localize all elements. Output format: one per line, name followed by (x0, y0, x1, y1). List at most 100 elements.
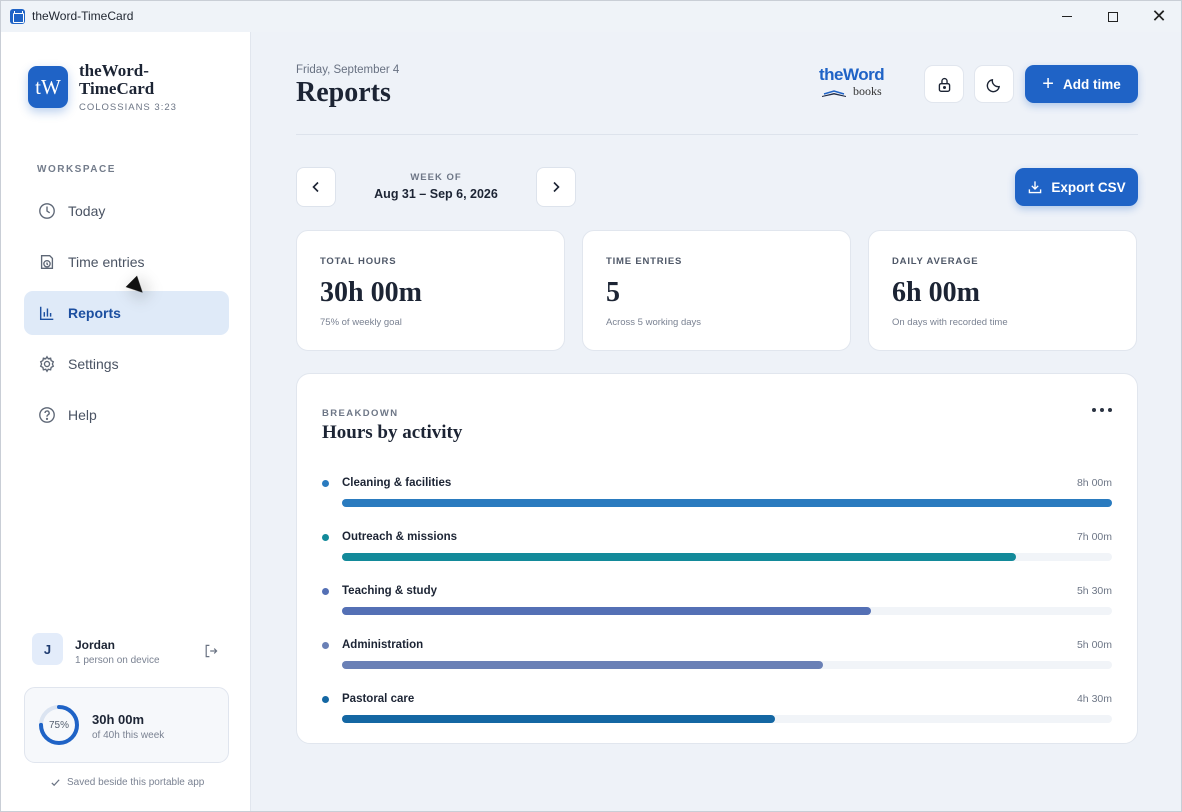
activity-name: Pastoral care (342, 693, 415, 705)
close-icon: ✕ (1151, 5, 1167, 27)
sidebar-item-label: Help (68, 407, 97, 423)
activity-bar-fill (342, 499, 1112, 507)
activity-name: Administration (342, 639, 424, 651)
sidebar: tW theWord-TimeCard COLOSSIANS 3:23 WORK… (1, 32, 251, 811)
activity-bar-track (342, 715, 1112, 723)
stat-sub: 75% of weekly goal (320, 317, 402, 328)
progress-hours: 30h 00m (92, 712, 145, 727)
activity-hours: 8h 00m (1076, 477, 1112, 489)
sidebar-item-label: Time entries (68, 254, 145, 270)
stat-value: 5 (606, 277, 620, 308)
activity-bar-fill (342, 553, 1016, 561)
activity-name: Cleaning & facilities (342, 477, 452, 489)
activity-bar-fill (342, 715, 776, 723)
sidebar-item-label: Today (68, 203, 106, 219)
sidebar-item-help[interactable]: Help (24, 393, 229, 437)
open-book-icon (822, 90, 846, 97)
app-name: theWord-TimeCard (79, 61, 155, 98)
activity-color-dot (322, 588, 329, 595)
stat-sub: Across 5 working days (606, 317, 702, 328)
activity-color-dot (322, 480, 329, 487)
progress-goal: of 40h this week (92, 730, 165, 741)
minimize-icon (1062, 16, 1072, 17)
sidebar-item-time-entries[interactable]: Time entries (24, 240, 229, 284)
activity-bar-fill (342, 607, 872, 615)
theword-books-logo: theWord books (819, 65, 891, 101)
current-date: Friday, September 4 (296, 64, 400, 76)
minimize-button[interactable] (1044, 1, 1090, 32)
clock-icon (39, 203, 55, 219)
activity-color-dot (322, 696, 329, 703)
activity-hours: 7h 00m (1076, 531, 1112, 543)
lock-icon (938, 77, 950, 92)
activity-name: Teaching & study (342, 585, 437, 597)
sidebar-item-today[interactable]: Today (24, 189, 229, 233)
sidebar-nav: Today Time entries Reports Settings Help (24, 189, 229, 444)
app-verse: COLOSSIANS 3:23 (79, 102, 177, 113)
week-of-label: WEEK OF (410, 172, 462, 183)
activity-name: Outreach & missions (342, 531, 458, 543)
hours-by-activity-panel: BREAKDOWN Hours by activity Cleaning & f… (296, 373, 1138, 744)
brand-books: books (853, 84, 882, 98)
activity-color-dot (322, 534, 329, 541)
saved-note: Saved beside this portable app (50, 777, 204, 788)
activity-bar-track (342, 499, 1112, 507)
moon-icon (986, 78, 1000, 92)
week-range: Aug 31 – Sep 6, 2026 (374, 187, 498, 201)
lock-button[interactable] (924, 65, 964, 103)
progress-ring (39, 705, 79, 745)
activity-hours: 5h 00m (1076, 639, 1112, 651)
chevron-left-icon (312, 181, 319, 193)
app-logo: tW (28, 66, 68, 108)
close-button[interactable]: ✕ (1136, 1, 1181, 32)
history-icon (40, 255, 54, 269)
saved-note-text: Saved beside this portable app (67, 777, 205, 788)
activity-row: Cleaning & facilities 8h 00m (322, 474, 1112, 514)
activity-bar-fill (342, 661, 824, 669)
dark-mode-button[interactable] (974, 65, 1014, 103)
stat-label: TIME ENTRIES (606, 256, 683, 267)
activity-row: Pastoral care 4h 30m (322, 690, 1112, 730)
activity-bar-track (342, 553, 1112, 561)
stat-card-time-entries: TIME ENTRIES 5 Across 5 working days (582, 230, 851, 351)
more-options-icon[interactable] (1092, 404, 1112, 416)
calendar-app-icon (10, 9, 25, 24)
activity-hours: 5h 30m (1076, 585, 1112, 597)
main-content: Friday, September 4 Reports theWord book… (252, 32, 1181, 811)
sidebar-item-label: Reports (68, 305, 121, 321)
activity-hours: 4h 30m (1076, 693, 1112, 705)
activity-bar-track (342, 661, 1112, 669)
maximize-icon (1108, 11, 1118, 22)
stat-label: TOTAL HOURS (320, 256, 397, 267)
sidebar-item-reports[interactable]: Reports (24, 291, 229, 335)
stat-value: 30h 00m (320, 277, 422, 308)
bar-chart-icon (39, 306, 54, 321)
title-bar: theWord-TimeCard ✕ (1, 1, 1181, 32)
export-csv-button[interactable]: Export CSV (1015, 168, 1138, 206)
sidebar-item-settings[interactable]: Settings (24, 342, 229, 386)
add-time-label: Add time (1062, 76, 1121, 92)
gear-icon (39, 355, 55, 373)
progress-percent: 75% (48, 719, 69, 731)
user-name: Jordan (75, 638, 116, 652)
window-title: theWord-TimeCard (32, 9, 134, 23)
activity-row: Teaching & study 5h 30m (322, 582, 1112, 622)
plus-icon: + (1042, 73, 1054, 95)
weekly-progress-card: 75% 30h 00m of 40h this week (24, 687, 229, 763)
previous-week-button[interactable] (296, 167, 336, 207)
next-week-button[interactable] (536, 167, 576, 207)
download-icon (1029, 181, 1042, 194)
workspace-section-label: WORKSPACE (37, 164, 116, 175)
chevron-right-icon (553, 181, 560, 193)
activity-row: Administration 5h 00m (322, 636, 1112, 676)
maximize-button[interactable] (1090, 1, 1136, 32)
add-time-button[interactable]: + Add time (1025, 65, 1138, 103)
stat-card-total-hours: TOTAL HOURS 30h 00m 75% of weekly goal (296, 230, 565, 351)
activity-row: Outreach & missions 7h 00m (322, 528, 1112, 568)
stat-sub: On days with recorded time (892, 317, 1008, 328)
logout-icon[interactable] (203, 643, 219, 659)
activity-bar-track (342, 607, 1112, 615)
activity-color-dot (322, 642, 329, 649)
check-icon (51, 779, 60, 787)
stat-label: DAILY AVERAGE (892, 256, 979, 267)
